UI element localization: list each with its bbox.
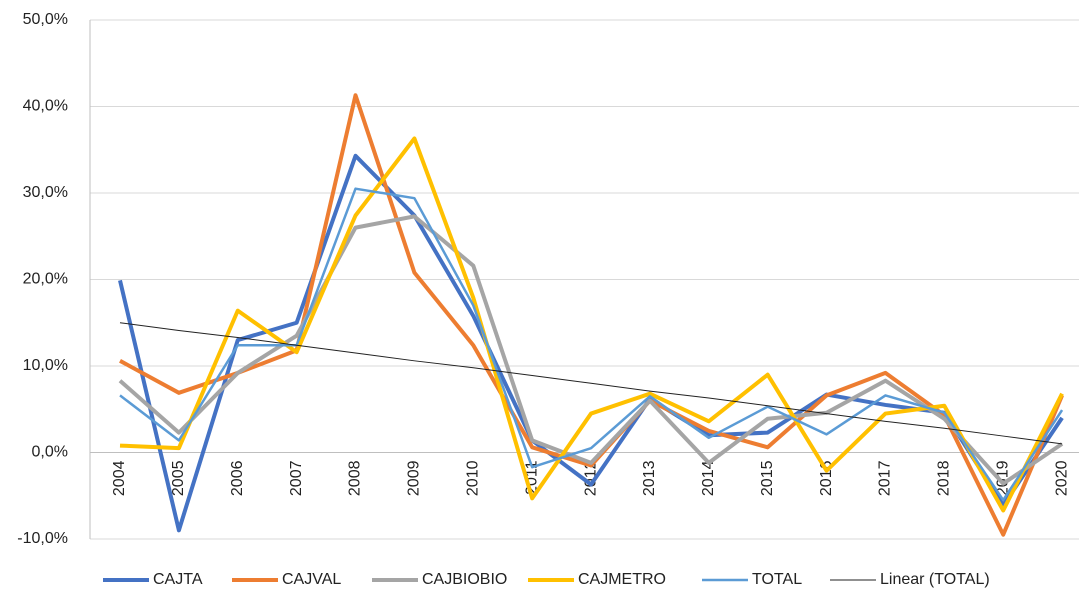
x-tick-label: 2004: [111, 460, 128, 496]
x-tick-label: 2020: [1053, 460, 1070, 496]
x-tick-label: 2007: [288, 460, 305, 496]
legend-label: CAJTA: [153, 571, 203, 588]
legend-label: CAJVAL: [282, 571, 341, 588]
y-tick-label: 20,0%: [23, 271, 68, 288]
x-tick-label: 2010: [464, 460, 481, 496]
series-line: [119, 136, 1064, 513]
y-tick-label: 50,0%: [23, 11, 68, 28]
series-line: [118, 153, 1064, 533]
series-line: [119, 187, 1064, 502]
legend-label: TOTAL: [752, 571, 802, 588]
x-tick-label: 2012: [582, 460, 599, 496]
series-line: [118, 214, 1064, 486]
x-tick-label: 2006: [229, 460, 246, 496]
y-tick-label: 40,0%: [23, 98, 68, 115]
x-tick-label: 2008: [347, 460, 364, 496]
x-tick-label: 2015: [759, 460, 776, 496]
x-tick-label: 2005: [170, 460, 187, 496]
y-tick-label: 0,0%: [32, 444, 68, 461]
y-tick-label: -10,0%: [17, 530, 68, 547]
legend-label: Linear (TOTAL): [880, 571, 990, 588]
x-tick-label: 2013: [641, 460, 658, 496]
series-line: [119, 322, 1063, 445]
x-tick-label: 2019: [994, 460, 1011, 496]
x-tick-label: 2009: [406, 460, 423, 496]
y-tick-label: 10,0%: [23, 357, 68, 374]
y-tick-label: 30,0%: [23, 184, 68, 201]
legend-label: CAJBIOBIO: [422, 571, 507, 588]
series-line: [119, 93, 1064, 537]
x-tick-label: 2017: [877, 460, 894, 496]
legend-label: CAJMETRO: [578, 571, 666, 588]
x-tick-label: 2014: [700, 460, 717, 496]
x-tick-label: 2018: [936, 460, 953, 496]
